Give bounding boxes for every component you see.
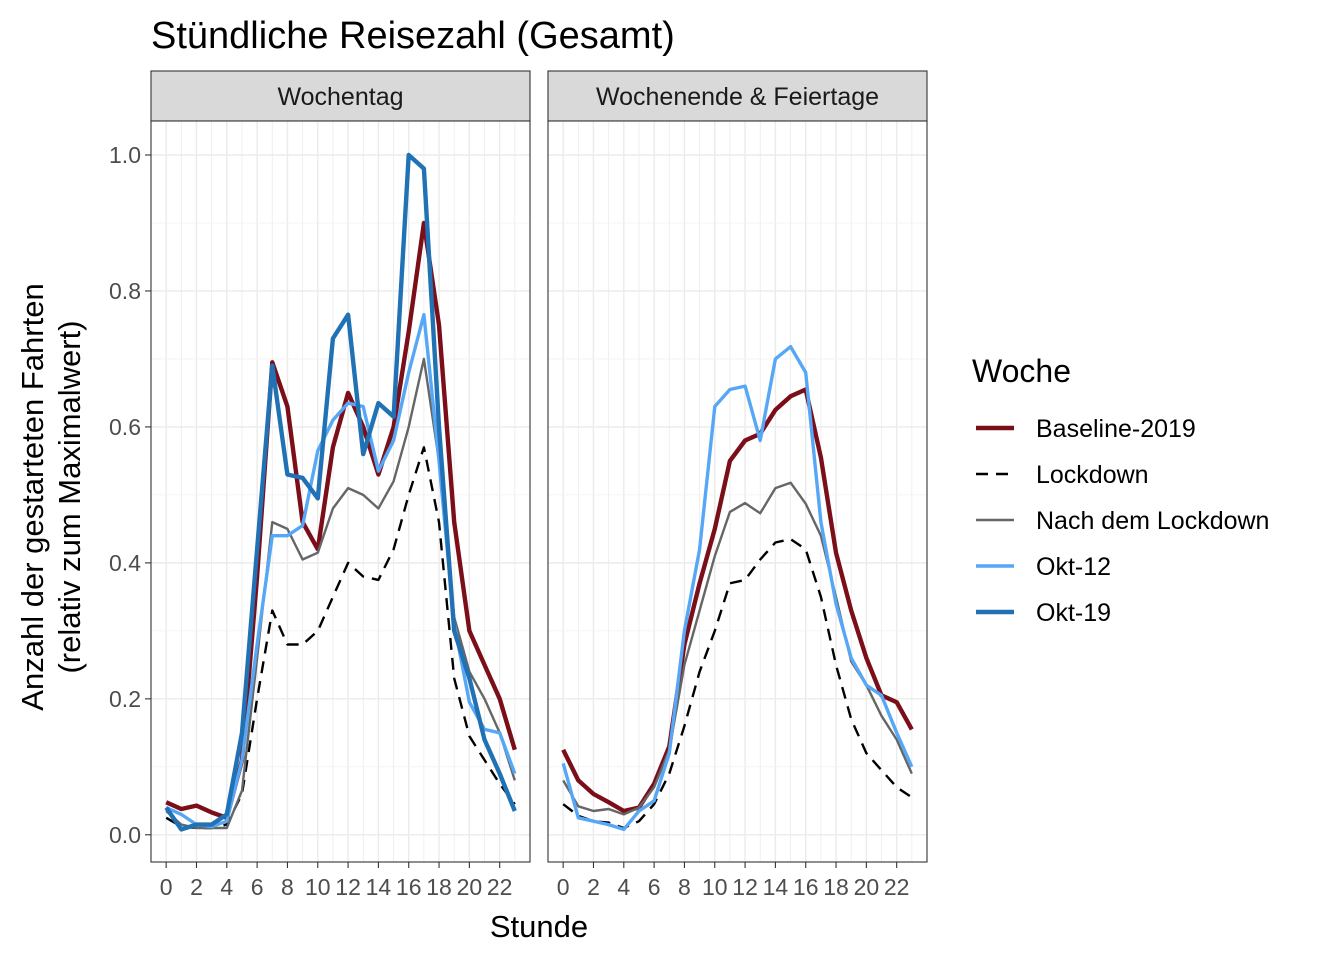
strip-background [547,70,928,122]
x-tick-label: 22 [884,874,910,900]
legend-entries: Baseline-2019 Lockdown Nach dem Lockdown Ok… [976,415,1269,627]
x-axis-title: Stunde [490,909,588,944]
legend-title: Woche [972,353,1071,389]
legend: Woche Baseline-2019 Lockdown Nach dem Lock… [972,353,1269,627]
panel-weekend-holidays: Wochenende & Feiertage 0 2 4 6 8 10 12 14 16 18 20… [547,70,928,900]
series-line-baseline-2019 [561,387,914,814]
x-tick-label: 20 [457,874,483,900]
y-tick-label: 0.0 [109,822,141,848]
series-line-nach-dem-lockdown [165,357,516,830]
x-tick-label: 22 [487,874,513,900]
strip-label: Wochentag [277,83,403,111]
plot-panel [151,121,530,862]
y-tick-label: 0.2 [109,686,141,712]
x-axis: 0 2 4 6 8 10 12 14 16 18 20 22 [557,862,910,900]
y-tick-label: 0.6 [109,414,141,440]
legend-entry-label: Okt-12 [1036,553,1111,581]
x-tick-label: 10 [305,874,331,900]
x-tick-label: 2 [587,874,600,900]
chart-title: Stündliche Reisezahl (Gesamt) [151,15,675,57]
x-tick-label: 20 [854,874,880,900]
y-axis-title-line1: Anzahl der gestarteten Fahrten [15,283,50,710]
x-tick-label: 6 [648,874,661,900]
x-tick-label: 14 [763,874,789,900]
x-tick-label: 4 [617,874,630,900]
y-tick-label: 1.0 [109,142,141,168]
y-tick-label: 0.4 [109,550,141,576]
x-tick-label: 18 [426,874,452,900]
plot-panel [548,121,927,862]
strip-label: Wochenende & Feiertage [596,83,879,111]
x-tick-label: 0 [160,874,173,900]
x-tick-label: 2 [190,874,203,900]
x-tick-label: 0 [557,874,570,900]
y-tick-label: 0.8 [109,278,141,304]
x-tick-label: 12 [335,874,361,900]
x-tick-label: 14 [366,874,392,900]
x-tick-label: 16 [396,874,422,900]
series-lines [561,345,914,832]
series-lines [164,152,517,832]
x-tick-label: 4 [220,874,233,900]
legend-entry-label: Okt-19 [1036,599,1111,627]
panel-weekday: Wochentag 0.0 0.2 0.4 0.6 0.8 1.0 0 2 4 6 8 10 12 14… [109,70,531,900]
x-tick-label: 10 [702,874,728,900]
x-tick-label: 16 [793,874,819,900]
plot-panel-border [150,120,531,863]
series-line-okt-19 [164,152,517,832]
series-line-lockdown [165,446,516,830]
plot-panel-border [547,120,928,863]
x-tick-label: 18 [823,874,849,900]
strip-background [150,70,531,122]
legend-entry-label: Lockdown [1036,461,1149,489]
y-axis-title-line2: (relativ zum Maximalwert) [52,320,87,673]
x-tick-label: 8 [281,874,294,900]
y-axis: 0.0 0.2 0.4 0.6 0.8 1.0 [109,142,151,848]
series-line-okt-12 [561,345,914,832]
x-tick-label: 8 [678,874,691,900]
x-tick-label: 12 [732,874,758,900]
x-axis: 0 2 4 6 8 10 12 14 16 18 20 22 [160,862,513,900]
legend-entry-label: Nach dem Lockdown [1036,507,1269,535]
x-tick-label: 6 [251,874,264,900]
legend-entry-label: Baseline-2019 [1036,415,1196,443]
